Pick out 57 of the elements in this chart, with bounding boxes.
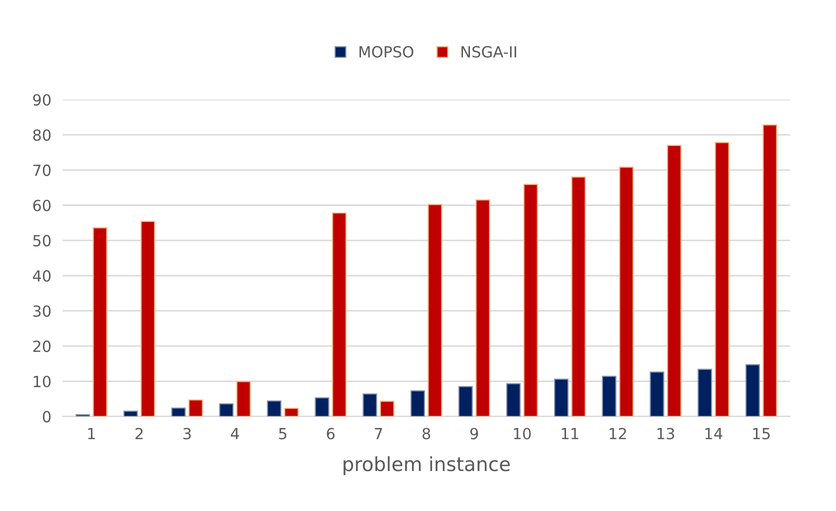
bar	[554, 378, 569, 416]
bar	[171, 407, 186, 416]
y-tick-label: 60	[33, 200, 51, 212]
legend-label: NSGA-II	[462, 46, 516, 58]
x-tick-label: 15	[753, 428, 770, 440]
y-tick-label: 10	[34, 376, 51, 388]
x-tick-label: 10	[514, 428, 531, 440]
x-tick-label: 9	[470, 428, 478, 440]
bar	[476, 199, 490, 416]
bar	[236, 381, 251, 416]
x-tick-label: 8	[422, 428, 430, 440]
x-tick-label: 3	[183, 428, 191, 440]
bar	[219, 403, 234, 416]
bar	[410, 390, 425, 416]
x-tick-label: 11	[562, 428, 578, 440]
bar	[571, 176, 586, 416]
x-tick-label: 14	[705, 428, 722, 440]
bar	[284, 408, 299, 416]
x-tick-label: 5	[279, 428, 286, 440]
bar	[140, 220, 156, 416]
x-tick-label: 13	[658, 428, 674, 440]
bar	[666, 144, 682, 416]
bar	[762, 124, 778, 416]
y-tick-label: 50	[33, 234, 51, 246]
bar	[428, 204, 442, 416]
y-tick-label: 90	[33, 94, 51, 106]
y-tick-label: 70	[33, 164, 51, 176]
bar	[650, 372, 664, 416]
bar	[123, 410, 138, 416]
bar	[266, 400, 282, 416]
bar	[698, 368, 712, 416]
legend-label: MOPSO	[360, 46, 414, 58]
bar	[745, 364, 760, 416]
x-tick-label: 2	[136, 428, 143, 440]
y-tick-label: 40	[32, 270, 51, 282]
bar	[314, 397, 330, 416]
bar	[506, 383, 521, 416]
bar	[523, 184, 538, 416]
y-tick-label: 0	[42, 410, 51, 422]
bar	[188, 399, 203, 416]
bar	[332, 212, 347, 416]
bar	[458, 386, 473, 416]
y-tick-label: 20	[33, 340, 51, 352]
x-tick-label: 4	[230, 428, 239, 440]
x-tick-label: 6	[326, 428, 335, 440]
y-tick-label: 80	[33, 129, 51, 141]
x-axis-title: problem instance	[344, 456, 510, 476]
bar	[92, 227, 108, 416]
bar	[714, 142, 730, 416]
x-tick-label: 12	[610, 428, 626, 440]
y-tick-label: 30	[33, 305, 51, 317]
x-tick-label: 7	[374, 428, 382, 440]
bar	[619, 166, 634, 416]
bar	[380, 400, 394, 416]
x-tick-label: 1	[88, 428, 95, 440]
bar	[362, 393, 378, 416]
bar	[602, 376, 616, 416]
